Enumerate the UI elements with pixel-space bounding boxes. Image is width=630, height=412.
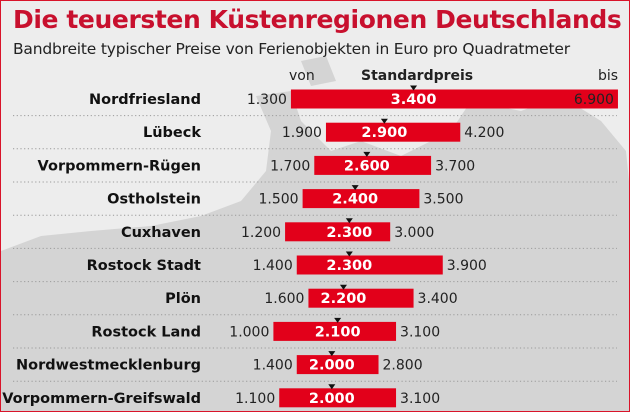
min-label: 1.500 — [259, 192, 299, 208]
standard-label: 2.900 — [361, 125, 407, 141]
max-label: 6.900 — [574, 92, 614, 108]
max-label: 3.000 — [394, 225, 434, 241]
category-label: Nordwestmecklenburg — [16, 358, 201, 374]
category-label: Vorpommern-Rügen — [38, 158, 201, 174]
range-bar — [302, 189, 420, 209]
min-label: 1.200 — [241, 225, 281, 241]
standard-marker — [334, 317, 342, 323]
standard-marker — [328, 384, 336, 390]
min-label: 1.700 — [270, 158, 310, 174]
category-label: Rostock Stadt — [87, 258, 201, 274]
standard-label: 3.400 — [391, 92, 437, 108]
category-label: Rostock Land — [91, 324, 201, 340]
max-label: 2.800 — [383, 358, 423, 374]
header-to: bis — [598, 68, 619, 84]
range-bar — [285, 222, 391, 242]
max-label: 3.700 — [435, 158, 475, 174]
category-label: Lübeck — [143, 125, 201, 141]
range-bar — [308, 288, 414, 308]
range-bar — [296, 355, 379, 375]
max-label: 3.400 — [418, 291, 458, 307]
min-label: 1.100 — [235, 391, 275, 407]
standard-marker — [351, 185, 359, 191]
range-bar — [273, 321, 397, 341]
max-label: 3.100 — [400, 391, 440, 407]
category-label: Cuxhaven — [121, 225, 201, 241]
standard-label: 2.000 — [309, 391, 355, 407]
standard-marker — [339, 284, 347, 290]
range-bar — [314, 155, 432, 175]
chart-subtitle: Bandbreite typischer Preise von Ferienob… — [13, 40, 570, 58]
standard-label: 2.000 — [309, 358, 355, 374]
max-label: 3.100 — [400, 324, 440, 340]
standard-marker — [345, 218, 353, 224]
min-label: 1.400 — [253, 358, 293, 374]
map-shape — [1, 91, 629, 411]
range-bar — [296, 255, 443, 275]
max-label: 3.500 — [423, 192, 463, 208]
map-island — [301, 56, 336, 86]
range-bar — [279, 388, 397, 408]
min-label: 1.600 — [264, 291, 304, 307]
standard-label: 2.200 — [321, 291, 367, 307]
max-label: 4.200 — [464, 125, 504, 141]
standard-label: 2.400 — [332, 192, 378, 208]
standard-marker — [380, 118, 388, 124]
chart-title: Die teuersten Küstenregionen Deutschland… — [13, 5, 622, 34]
standard-label: 2.100 — [315, 324, 361, 340]
standard-label: 2.300 — [326, 225, 372, 241]
category-label: Nordfriesland — [89, 92, 201, 108]
standard-marker — [363, 151, 371, 157]
min-label: 1.900 — [282, 125, 322, 141]
category-label: Ostholstein — [107, 192, 201, 208]
standard-label: 2.300 — [326, 258, 372, 274]
header-standard: Standardpreis — [361, 68, 474, 84]
min-label: 1.000 — [229, 324, 269, 340]
category-label: Plön — [165, 291, 201, 307]
standard-label: 2.600 — [344, 158, 390, 174]
standard-marker — [410, 85, 418, 91]
min-label: 1.300 — [247, 92, 287, 108]
category-label: Vorpommern-Greifswald — [2, 391, 201, 407]
standard-marker — [345, 251, 353, 257]
range-bar — [325, 122, 461, 142]
range-bar — [290, 89, 618, 109]
header-from: von — [289, 68, 315, 84]
min-label: 1.400 — [253, 258, 293, 274]
standard-marker — [328, 351, 336, 357]
max-label: 3.900 — [447, 258, 487, 274]
